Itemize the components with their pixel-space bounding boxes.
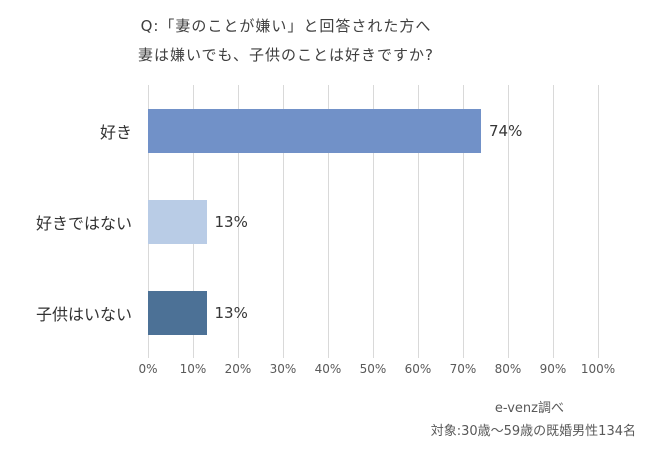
chart-title: Q:「妻のことが嫌い」と回答された方へ 妻は嫌いでも、子供のことは好きですか? (0, 12, 572, 70)
chart-title-line1: Q:「妻のことが嫌い」と回答された方へ (140, 17, 432, 35)
chart-title-line2: 妻は嫌いでも、子供のことは好きですか? (137, 46, 435, 64)
x-axis-tick-label: 40% (314, 362, 342, 376)
source-label: e-venz調べ (494, 401, 564, 416)
bar-1 (148, 108, 481, 153)
bar-row: 13% (148, 290, 598, 335)
bar-2 (148, 199, 207, 244)
gridline (283, 85, 284, 358)
gridline (463, 85, 464, 358)
x-axis-tick-label: 60% (404, 362, 432, 376)
x-axis-tick-label: 0% (138, 362, 158, 376)
x-axis-labels: 0% 10% 20% 30% 40% 50% 60% 70% 80% 90% 100% (138, 362, 615, 380)
gridline (598, 85, 599, 358)
x-axis-tick-label: 90% (539, 362, 567, 376)
gridline (418, 85, 419, 358)
chart-footer: e-venz調べ 対象:30歳〜59歳の既婚男性134名 (431, 397, 636, 443)
x-axis-tick-label: 20% (224, 362, 252, 376)
x-axis-tick-label: 80% (494, 362, 522, 376)
bar-value-label: 13% (214, 212, 248, 231)
y-axis-category-label: 好き (99, 122, 132, 142)
y-axis-category-label: 好きではない (35, 213, 132, 233)
gridline (238, 85, 239, 358)
gridline (508, 85, 509, 358)
y-axis-labels: 好き好きではない 子供はいない (0, 85, 140, 358)
gridline (373, 85, 374, 358)
bar-row: 74% (148, 108, 598, 153)
x-axis-tick-label: 10% (179, 362, 207, 376)
x-axis-tick-label: 70% (449, 362, 477, 376)
gridline (328, 85, 329, 358)
x-axis-tick-label: 30% (269, 362, 297, 376)
plot-area: 74% 13% 13% (148, 85, 599, 358)
gridline (553, 85, 554, 358)
bar-value-label: 13% (214, 303, 248, 322)
bar-row: 13% (148, 199, 598, 244)
sample-note: 対象:30歳〜59歳の既婚男性134名 (430, 424, 636, 439)
bar-value-label: 74% (489, 121, 523, 140)
bar-3 (148, 290, 207, 335)
x-axis-tick-label: 100% (580, 362, 616, 376)
y-axis-category-label: 子供はいない (35, 304, 132, 324)
x-axis-tick-label: 50% (359, 362, 387, 376)
